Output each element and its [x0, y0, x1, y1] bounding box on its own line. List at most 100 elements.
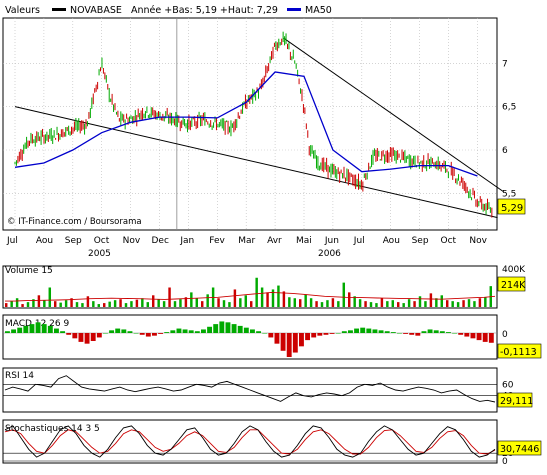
price-value-box [497, 198, 526, 215]
macd-bar [403, 333, 409, 334]
macd-bar [329, 333, 335, 334]
volume-bar [250, 301, 253, 307]
month-label: Mai [296, 236, 312, 246]
month-label: Mar [238, 236, 255, 246]
macd-bar [390, 332, 396, 333]
volume-bar [326, 300, 329, 307]
legend-ma-swatch [287, 8, 301, 11]
volume-bars [5, 277, 493, 307]
volume-bar [435, 298, 438, 307]
macd-bar [152, 333, 157, 336]
macd-bar [427, 329, 433, 333]
volume-bar [418, 296, 422, 307]
volume-bar [32, 299, 35, 307]
volume-bar [293, 298, 297, 307]
macd-bar [35, 322, 41, 333]
macd-bar [237, 325, 243, 333]
volume-bar [266, 292, 269, 307]
rsi-panel: RSI 14 6040 29,111 [2, 367, 533, 413]
volume-last-value: 214K [501, 280, 526, 291]
month-label: Jul [6, 236, 18, 246]
month-label: Jul [353, 236, 365, 246]
volume-bar [342, 282, 346, 307]
macd-bar [360, 327, 366, 333]
macd-bar [335, 333, 341, 334]
macd-bar [47, 325, 53, 333]
stoch-label: Stochastiques 14 3 5 [5, 424, 100, 434]
rsi-line [4, 375, 496, 403]
trendline [283, 37, 504, 193]
macd-bar [194, 331, 200, 333]
price-panel: 7 6,5 6 5,5 © IT-Finance.com / Boursorama 5… [2, 17, 526, 231]
month-label: Dec [152, 236, 169, 246]
macd-bar [41, 324, 47, 333]
volume-bar [353, 296, 356, 307]
volume-bar [124, 303, 128, 307]
volume-bar [179, 299, 182, 307]
volume-bar [413, 301, 416, 307]
volume-bar [255, 277, 258, 307]
volume-bar [299, 299, 302, 307]
macd-bar [354, 328, 360, 333]
macd-bar [256, 331, 262, 333]
volume-bar [337, 301, 340, 307]
volume-bar [162, 301, 166, 307]
volume-bar [184, 297, 188, 307]
macd-bar [60, 331, 66, 333]
macd-frame [2, 314, 498, 360]
macd-bar [286, 333, 292, 357]
volume-bar [222, 300, 226, 307]
year-label-2005: 2005 [88, 249, 111, 259]
macd-bar [348, 330, 353, 333]
macd-bar [176, 328, 182, 333]
macd-bar [439, 331, 445, 333]
volume-bar [369, 302, 373, 307]
volume-bar [92, 301, 95, 307]
volume-bar [304, 294, 307, 307]
volume-bar [173, 301, 177, 307]
macd-bar [409, 333, 415, 335]
volume-bar [271, 289, 275, 307]
volume-bar [233, 289, 237, 307]
macd-bar [384, 331, 390, 333]
macd-bar [225, 322, 231, 333]
volume-bar [15, 298, 19, 307]
volume-bar [64, 300, 68, 307]
year-label-2006: 2006 [318, 249, 341, 259]
month-label: Jun [324, 236, 339, 246]
volume-bar [48, 287, 52, 307]
macd-bar [482, 333, 488, 342]
macd-bar [372, 329, 378, 333]
macd-bar [207, 326, 213, 333]
volume-bar [462, 300, 465, 307]
volume-bar [320, 302, 324, 307]
volume-bar [424, 301, 427, 307]
volume-bar [5, 303, 8, 307]
month-label: Sep [412, 236, 429, 246]
volume-bar [119, 299, 122, 307]
macd-bar [188, 330, 194, 333]
macd-bar [145, 333, 151, 337]
volume-bar [26, 302, 30, 307]
stoch-k-line [4, 425, 496, 458]
volume-bar [446, 300, 449, 307]
macd-bar [378, 330, 384, 333]
month-label: Oct [94, 236, 110, 246]
macd-bar [139, 333, 145, 335]
volume-bar [407, 299, 411, 307]
macd-bar [213, 324, 219, 333]
volume-bar [201, 301, 204, 307]
macd-bar [311, 333, 317, 338]
volume-label: Volume 15 [5, 266, 53, 276]
volume-bar [206, 294, 209, 307]
volume-bar [103, 303, 106, 307]
macd-bar [170, 330, 176, 333]
macd-bar [23, 325, 29, 333]
volume-bar [397, 302, 400, 307]
volume-bar [375, 303, 378, 307]
price-candles [14, 31, 493, 218]
volume-bar [277, 285, 280, 307]
volume-bar [146, 302, 150, 307]
price-last-value: 5,29 [501, 203, 523, 214]
